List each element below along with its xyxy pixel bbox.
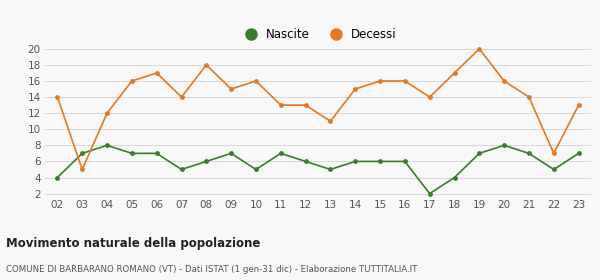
Text: Movimento naturale della popolazione: Movimento naturale della popolazione	[6, 237, 260, 249]
Legend: Nascite, Decessi: Nascite, Decessi	[234, 24, 402, 46]
Text: COMUNE DI BARBARANO ROMANO (VT) - Dati ISTAT (1 gen-31 dic) - Elaborazione TUTTI: COMUNE DI BARBARANO ROMANO (VT) - Dati I…	[6, 265, 418, 274]
